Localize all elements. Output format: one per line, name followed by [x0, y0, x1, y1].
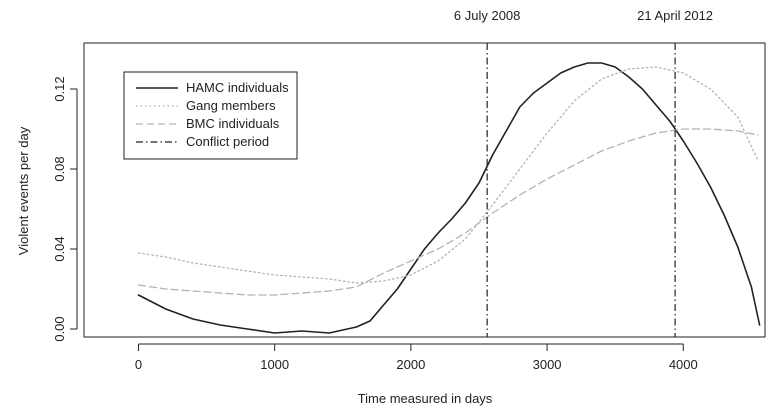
series-line-hamc-individuals — [137, 62, 761, 334]
y-tick-label: 0.04 — [52, 236, 67, 261]
x-tick-label: 1000 — [260, 357, 289, 372]
legend-label-hamc-individuals: HAMC individuals — [186, 80, 289, 95]
event-labels: 6 July 2008 21 April 2012 — [454, 8, 713, 23]
x-tick-label: 3000 — [533, 357, 562, 372]
x-axis-title: Time measured in days — [358, 391, 493, 406]
x-tick-label: 2000 — [396, 357, 425, 372]
y-axis: 0.00 0.04 0.08 0.12 — [52, 76, 78, 342]
legend: HAMC individuals Gang members BMC individu… — [123, 71, 298, 160]
conflict-date-label: 6 July 2008 — [454, 8, 521, 23]
series-line-bmc-individuals — [137, 128, 759, 296]
y-tick-label: 0.12 — [52, 76, 67, 101]
y-tick-label: 0.08 — [52, 156, 67, 181]
conflict-date-label: 21 April 2012 — [637, 8, 713, 23]
series-line-gang-members — [137, 66, 759, 284]
legend-label-gang-members: Gang members — [186, 98, 276, 113]
y-tick-label: 0.00 — [52, 316, 67, 341]
plot-frame — [83, 42, 766, 338]
legend-label-conflict-period: Conflict period — [186, 134, 269, 149]
y-axis-title: Violent events per day — [16, 126, 31, 255]
legend-label-bmc-individuals: BMC individuals — [186, 116, 280, 131]
x-axis: 0 1000 2000 3000 4000 — [135, 343, 698, 372]
x-tick-label: 0 — [135, 357, 142, 372]
x-tick-label: 4000 — [669, 357, 698, 372]
legend-box — [123, 71, 298, 160]
plot-area — [137, 43, 761, 337]
